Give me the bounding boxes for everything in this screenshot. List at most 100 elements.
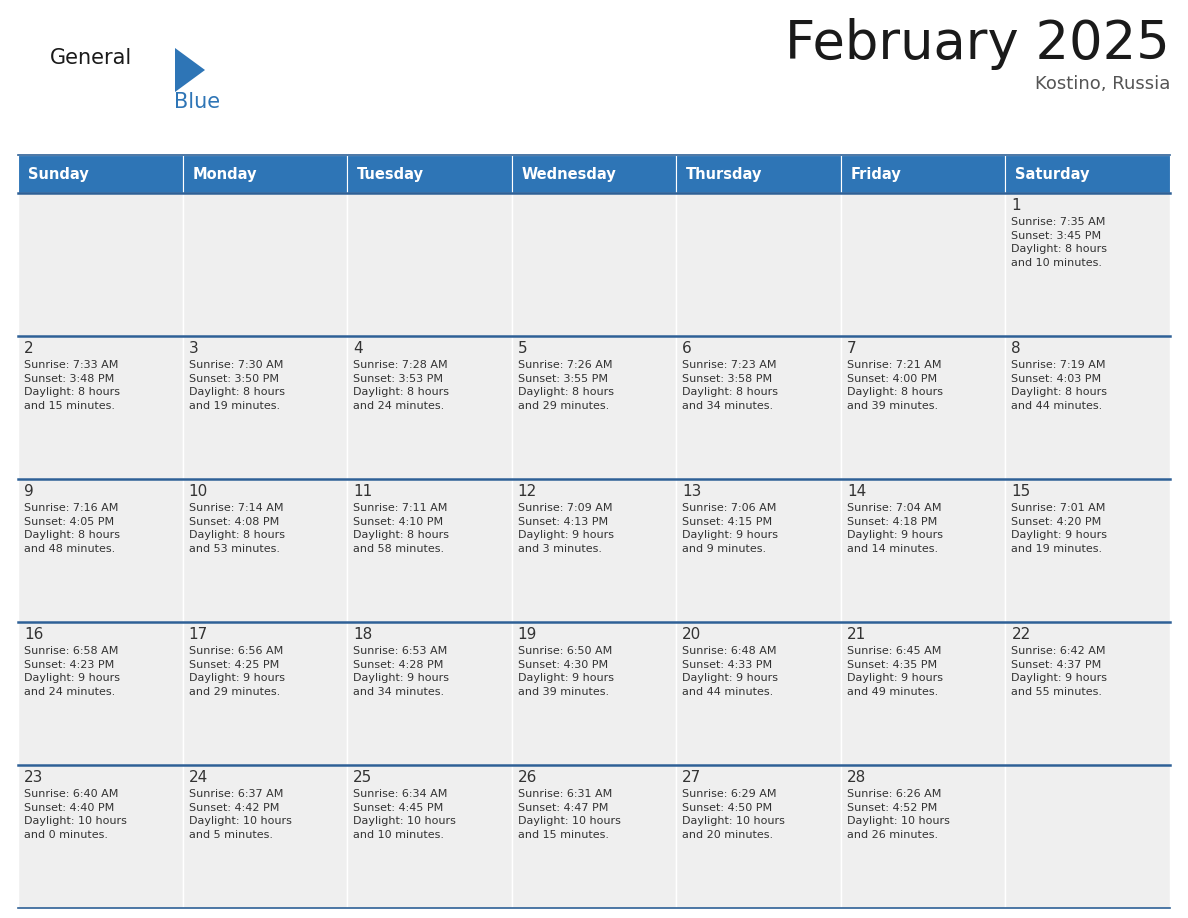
Bar: [841, 193, 1005, 336]
Text: General: General: [50, 48, 132, 68]
Bar: [841, 336, 1005, 479]
Bar: [676, 193, 841, 336]
Bar: [1005, 336, 1170, 479]
Text: Sunrise: 7:33 AM
Sunset: 3:48 PM
Daylight: 8 hours
and 15 minutes.: Sunrise: 7:33 AM Sunset: 3:48 PM Dayligh…: [24, 360, 120, 410]
Text: 13: 13: [682, 484, 702, 499]
Bar: [1005, 622, 1170, 765]
Text: 15: 15: [1011, 484, 1031, 499]
Text: Sunrise: 6:50 AM
Sunset: 4:30 PM
Daylight: 9 hours
and 39 minutes.: Sunrise: 6:50 AM Sunset: 4:30 PM Dayligh…: [518, 646, 614, 697]
Text: 1: 1: [1011, 198, 1020, 213]
Text: 10: 10: [189, 484, 208, 499]
Text: 6: 6: [682, 341, 693, 356]
Text: Blue: Blue: [173, 92, 220, 112]
Bar: [1005, 155, 1170, 193]
Bar: [676, 765, 841, 908]
Text: Sunrise: 6:58 AM
Sunset: 4:23 PM
Daylight: 9 hours
and 24 minutes.: Sunrise: 6:58 AM Sunset: 4:23 PM Dayligh…: [24, 646, 120, 697]
Text: Kostino, Russia: Kostino, Russia: [1035, 75, 1170, 93]
Bar: [18, 193, 183, 336]
Text: 18: 18: [353, 627, 372, 642]
Text: 26: 26: [518, 770, 537, 785]
Text: Wednesday: Wednesday: [522, 166, 617, 182]
Text: 11: 11: [353, 484, 372, 499]
Bar: [183, 479, 347, 622]
Bar: [183, 765, 347, 908]
Text: Sunrise: 6:56 AM
Sunset: 4:25 PM
Daylight: 9 hours
and 29 minutes.: Sunrise: 6:56 AM Sunset: 4:25 PM Dayligh…: [189, 646, 285, 697]
Bar: [347, 622, 512, 765]
Text: Sunrise: 6:31 AM
Sunset: 4:47 PM
Daylight: 10 hours
and 15 minutes.: Sunrise: 6:31 AM Sunset: 4:47 PM Dayligh…: [518, 789, 620, 840]
Bar: [841, 479, 1005, 622]
Text: 12: 12: [518, 484, 537, 499]
Bar: [512, 479, 676, 622]
Text: Sunday: Sunday: [27, 166, 89, 182]
Text: Sunrise: 7:30 AM
Sunset: 3:50 PM
Daylight: 8 hours
and 19 minutes.: Sunrise: 7:30 AM Sunset: 3:50 PM Dayligh…: [189, 360, 285, 410]
Bar: [676, 155, 841, 193]
Text: Tuesday: Tuesday: [358, 166, 424, 182]
Bar: [347, 479, 512, 622]
Text: 17: 17: [189, 627, 208, 642]
Text: 7: 7: [847, 341, 857, 356]
Text: 22: 22: [1011, 627, 1031, 642]
Text: Sunrise: 7:23 AM
Sunset: 3:58 PM
Daylight: 8 hours
and 34 minutes.: Sunrise: 7:23 AM Sunset: 3:58 PM Dayligh…: [682, 360, 778, 410]
Text: Monday: Monday: [192, 166, 257, 182]
Text: Sunrise: 6:37 AM
Sunset: 4:42 PM
Daylight: 10 hours
and 5 minutes.: Sunrise: 6:37 AM Sunset: 4:42 PM Dayligh…: [189, 789, 291, 840]
Bar: [512, 765, 676, 908]
Text: Sunrise: 6:29 AM
Sunset: 4:50 PM
Daylight: 10 hours
and 20 minutes.: Sunrise: 6:29 AM Sunset: 4:50 PM Dayligh…: [682, 789, 785, 840]
Text: Sunrise: 7:16 AM
Sunset: 4:05 PM
Daylight: 8 hours
and 48 minutes.: Sunrise: 7:16 AM Sunset: 4:05 PM Dayligh…: [24, 503, 120, 554]
Bar: [512, 336, 676, 479]
Bar: [676, 479, 841, 622]
Bar: [347, 193, 512, 336]
Text: 27: 27: [682, 770, 702, 785]
Text: Sunrise: 7:26 AM
Sunset: 3:55 PM
Daylight: 8 hours
and 29 minutes.: Sunrise: 7:26 AM Sunset: 3:55 PM Dayligh…: [518, 360, 614, 410]
Text: 24: 24: [189, 770, 208, 785]
Text: 25: 25: [353, 770, 372, 785]
Bar: [183, 193, 347, 336]
Bar: [347, 155, 512, 193]
Text: Sunrise: 6:53 AM
Sunset: 4:28 PM
Daylight: 9 hours
and 34 minutes.: Sunrise: 6:53 AM Sunset: 4:28 PM Dayligh…: [353, 646, 449, 697]
Bar: [18, 479, 183, 622]
Bar: [1005, 765, 1170, 908]
Text: Sunrise: 6:34 AM
Sunset: 4:45 PM
Daylight: 10 hours
and 10 minutes.: Sunrise: 6:34 AM Sunset: 4:45 PM Dayligh…: [353, 789, 456, 840]
Text: 19: 19: [518, 627, 537, 642]
Text: 9: 9: [24, 484, 33, 499]
Bar: [183, 622, 347, 765]
Bar: [183, 155, 347, 193]
Bar: [1005, 479, 1170, 622]
Text: Sunrise: 6:40 AM
Sunset: 4:40 PM
Daylight: 10 hours
and 0 minutes.: Sunrise: 6:40 AM Sunset: 4:40 PM Dayligh…: [24, 789, 127, 840]
Text: Sunrise: 6:26 AM
Sunset: 4:52 PM
Daylight: 10 hours
and 26 minutes.: Sunrise: 6:26 AM Sunset: 4:52 PM Dayligh…: [847, 789, 949, 840]
Text: 5: 5: [518, 341, 527, 356]
Bar: [841, 155, 1005, 193]
Text: 2: 2: [24, 341, 33, 356]
Text: 14: 14: [847, 484, 866, 499]
Text: 16: 16: [24, 627, 44, 642]
Bar: [512, 155, 676, 193]
Text: Saturday: Saturday: [1016, 166, 1089, 182]
Bar: [841, 765, 1005, 908]
Text: Thursday: Thursday: [687, 166, 763, 182]
Text: Sunrise: 7:01 AM
Sunset: 4:20 PM
Daylight: 9 hours
and 19 minutes.: Sunrise: 7:01 AM Sunset: 4:20 PM Dayligh…: [1011, 503, 1107, 554]
Text: 23: 23: [24, 770, 44, 785]
Bar: [512, 193, 676, 336]
Text: Sunrise: 6:48 AM
Sunset: 4:33 PM
Daylight: 9 hours
and 44 minutes.: Sunrise: 6:48 AM Sunset: 4:33 PM Dayligh…: [682, 646, 778, 697]
Bar: [841, 622, 1005, 765]
Text: Friday: Friday: [851, 166, 902, 182]
Text: Sunrise: 7:28 AM
Sunset: 3:53 PM
Daylight: 8 hours
and 24 minutes.: Sunrise: 7:28 AM Sunset: 3:53 PM Dayligh…: [353, 360, 449, 410]
Text: Sunrise: 7:04 AM
Sunset: 4:18 PM
Daylight: 9 hours
and 14 minutes.: Sunrise: 7:04 AM Sunset: 4:18 PM Dayligh…: [847, 503, 943, 554]
Text: 21: 21: [847, 627, 866, 642]
Bar: [18, 336, 183, 479]
Bar: [183, 336, 347, 479]
Text: Sunrise: 6:45 AM
Sunset: 4:35 PM
Daylight: 9 hours
and 49 minutes.: Sunrise: 6:45 AM Sunset: 4:35 PM Dayligh…: [847, 646, 943, 697]
Bar: [347, 765, 512, 908]
Text: 20: 20: [682, 627, 702, 642]
Text: Sunrise: 7:35 AM
Sunset: 3:45 PM
Daylight: 8 hours
and 10 minutes.: Sunrise: 7:35 AM Sunset: 3:45 PM Dayligh…: [1011, 217, 1107, 268]
Text: Sunrise: 7:19 AM
Sunset: 4:03 PM
Daylight: 8 hours
and 44 minutes.: Sunrise: 7:19 AM Sunset: 4:03 PM Dayligh…: [1011, 360, 1107, 410]
Text: February 2025: February 2025: [785, 18, 1170, 70]
Bar: [676, 336, 841, 479]
Text: Sunrise: 6:42 AM
Sunset: 4:37 PM
Daylight: 9 hours
and 55 minutes.: Sunrise: 6:42 AM Sunset: 4:37 PM Dayligh…: [1011, 646, 1107, 697]
Bar: [18, 622, 183, 765]
Text: 3: 3: [189, 341, 198, 356]
Text: 8: 8: [1011, 341, 1020, 356]
Bar: [18, 765, 183, 908]
Text: Sunrise: 7:09 AM
Sunset: 4:13 PM
Daylight: 9 hours
and 3 minutes.: Sunrise: 7:09 AM Sunset: 4:13 PM Dayligh…: [518, 503, 614, 554]
Bar: [347, 336, 512, 479]
Bar: [1005, 193, 1170, 336]
